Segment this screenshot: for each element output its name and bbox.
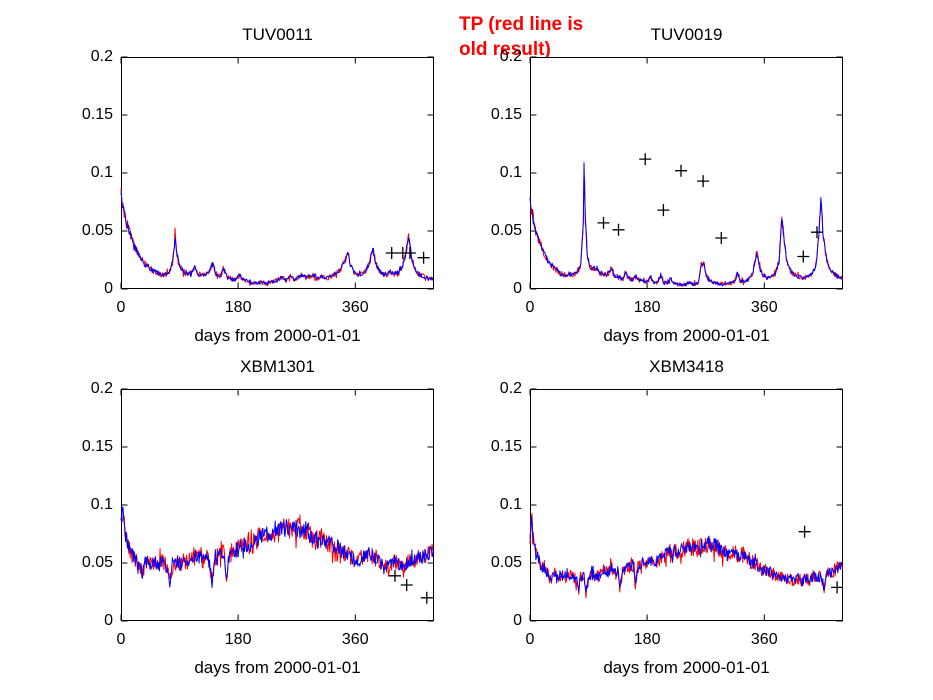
data-line-old-result — [529, 512, 843, 599]
y-tick-label: 0 — [513, 612, 522, 629]
x-tick-label: 0 — [116, 631, 126, 648]
x-tick-label: 180 — [224, 631, 252, 648]
panel-title-tuv0011: TUV0011 — [242, 25, 313, 44]
y-tick-label: 0.1 — [90, 496, 113, 513]
tick-marks — [120, 56, 434, 290]
y-tick-label: 0.2 — [90, 380, 113, 397]
data-line-new-result — [529, 162, 843, 287]
x-tick-label: 0 — [525, 299, 535, 316]
x-tick-label: 180 — [633, 631, 661, 648]
annotation-line2: old result) — [459, 39, 551, 60]
panel-title-xbm1301: XBM1301 — [240, 357, 315, 376]
plus-markers — [389, 569, 433, 604]
tick-marks — [529, 56, 843, 290]
annotation-tp-note: TP (red line is old result) — [459, 12, 583, 62]
x-axis-label-xbm3418: days from 2000-01-01 — [603, 658, 770, 677]
x-tick-label: 360 — [750, 299, 778, 316]
x-tick-label: 180 — [633, 299, 661, 316]
y-tick-label: 0.05 — [490, 222, 522, 239]
tick-marks — [120, 388, 434, 622]
y-tick-label: 0.05 — [490, 554, 522, 571]
plot-area-tuv0019 — [529, 56, 843, 290]
annotation-line1: TP (red line is — [459, 14, 584, 35]
axes-box — [121, 57, 434, 289]
panel-title-tuv0019: TUV0019 — [650, 25, 723, 44]
y-tick-label: 0.1 — [90, 164, 113, 181]
y-tick-label: 0.15 — [490, 106, 522, 123]
data-line-new-result — [120, 192, 434, 285]
x-axis-label-tuv0011: days from 2000-01-01 — [194, 326, 361, 345]
data-line-new-result — [529, 515, 843, 593]
plot-area-xbm3418 — [529, 388, 844, 622]
x-axis-label-tuv0019: days from 2000-01-01 — [603, 326, 770, 345]
plus-markers — [385, 247, 430, 264]
y-tick-label: 0.1 — [499, 164, 522, 181]
tick-marks — [529, 388, 843, 622]
plus-markers — [798, 525, 844, 594]
plot-area-tuv0011 — [120, 56, 434, 290]
x-tick-label: 180 — [224, 299, 252, 316]
axes-box — [121, 389, 434, 621]
axes-box — [530, 57, 843, 289]
x-axis-label-xbm1301: days from 2000-01-01 — [194, 658, 361, 677]
data-line-new-result — [120, 506, 434, 588]
panel-title-xbm3418: XBM3418 — [649, 357, 724, 376]
y-tick-label: 0.05 — [81, 554, 113, 571]
x-tick-label: 360 — [341, 299, 369, 316]
y-tick-label: 0.15 — [81, 106, 113, 123]
y-tick-label: 0.2 — [90, 48, 113, 65]
y-tick-label: 0.2 — [499, 380, 522, 397]
y-tick-label: 0.15 — [490, 438, 522, 455]
x-tick-label: 360 — [750, 631, 778, 648]
y-tick-label: 0 — [513, 280, 522, 297]
y-tick-label: 0.05 — [81, 222, 113, 239]
y-tick-label: 0.1 — [499, 496, 522, 513]
plus-markers — [597, 153, 823, 263]
y-tick-label: 0 — [104, 280, 113, 297]
y-tick-label: 0.2 — [499, 48, 522, 65]
x-tick-label: 0 — [116, 299, 126, 316]
y-tick-label: 0.15 — [81, 438, 113, 455]
y-tick-label: 0 — [104, 612, 113, 629]
x-tick-label: 0 — [525, 631, 535, 648]
x-tick-label: 360 — [341, 631, 369, 648]
plot-area-xbm1301 — [120, 388, 434, 622]
